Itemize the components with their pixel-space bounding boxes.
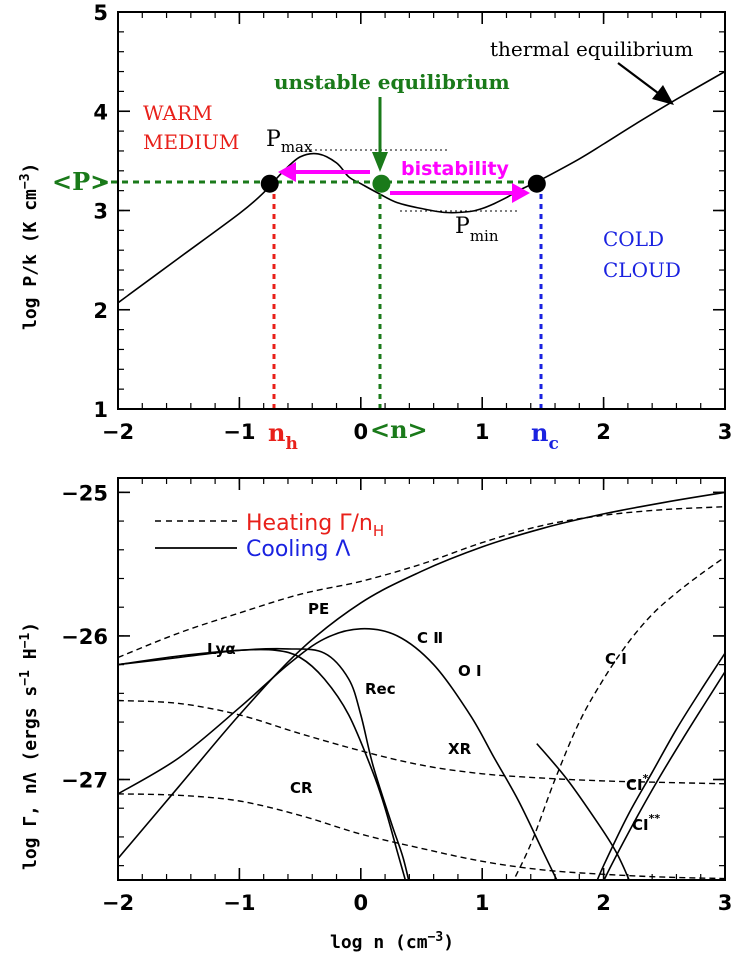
top-x-tick-label: −1 xyxy=(223,420,255,444)
bottom-x-tick-label: 0 xyxy=(353,891,368,915)
curve-ci- xyxy=(603,671,725,880)
top-panel: −2 −1 0 1 2 3 1 2 3 4 5 log P/k (K cm−3) xyxy=(18,1,732,454)
bottom-panel: −2 −1 0 1 2 3 −27 −26 −25 log Γ, nΛ (ergs s−1 H−… xyxy=(18,477,732,953)
bottom-axis-ticks: −2 −1 0 1 2 3 −27 −26 −25 xyxy=(61,478,732,915)
nc-label: nc xyxy=(531,418,559,454)
unstable-equilibrium-label: unstable equilibrium xyxy=(274,70,510,94)
bottom-x-tick-label: 2 xyxy=(596,891,611,915)
top-x-tick-label: 2 xyxy=(596,420,611,444)
top-x-tick-label: 3 xyxy=(718,420,733,444)
equilibrium-point-0 xyxy=(260,174,279,193)
lya-curve-label: Lyα xyxy=(207,640,236,658)
legend-heating-label: Heating Γ/nH xyxy=(246,511,384,540)
bottom-curves xyxy=(118,491,725,880)
bottom-x-tick-label: 1 xyxy=(475,891,490,915)
curve-o-i xyxy=(118,627,558,880)
bottom-y-tick-label: −25 xyxy=(61,481,108,505)
mean-pressure-label: <P> xyxy=(52,167,110,196)
legend: Heating Γ/nH Cooling Λ xyxy=(155,511,384,562)
bistability-label: bistability xyxy=(401,158,510,180)
top-axis-ticks: −2 −1 0 1 2 3 1 2 3 4 5 xyxy=(93,1,732,444)
top-y-tick-label: 4 xyxy=(93,100,108,124)
thermal-equilibrium-label: thermal equilibrium xyxy=(490,37,693,61)
bistability-right-arrow xyxy=(390,183,530,203)
rec-curve-label: Rec xyxy=(365,680,396,698)
warm-medium-label-line2: MEDIUM xyxy=(143,130,239,154)
bottom-x-axis-label: log n (cm−3) xyxy=(330,930,454,953)
cii-curve-label: C Ⅱ xyxy=(417,629,443,647)
pmax-label: Pmax xyxy=(266,127,313,156)
legend-cooling-label: Cooling Λ xyxy=(246,537,350,562)
mean-n-label: <n> xyxy=(370,415,428,444)
top-x-tick-label: 1 xyxy=(475,420,490,444)
equilibrium-point-2 xyxy=(527,174,546,193)
bottom-x-tick-label: −2 xyxy=(102,891,134,915)
cr-curve-label: CR xyxy=(290,779,313,797)
curve-c-ii xyxy=(118,491,725,860)
ci-star-curve-label: CI* xyxy=(626,772,649,794)
nh-label: nh xyxy=(268,418,298,454)
unstable-equilibrium-arrow xyxy=(372,97,388,172)
curve-rec xyxy=(118,647,410,880)
bottom-x-tick-label: 3 xyxy=(718,891,733,915)
warm-medium-label-line1: WARM xyxy=(143,101,213,125)
top-x-tick-label: 0 xyxy=(353,420,368,444)
curve-pe xyxy=(118,506,725,659)
pe-curve-label: PE xyxy=(308,600,329,618)
top-y-tick-label: 3 xyxy=(93,200,108,224)
ci-curve-label: C I xyxy=(605,650,627,668)
pmin-label: Pmin xyxy=(455,214,499,245)
bottom-y-tick-label: −26 xyxy=(61,625,108,649)
cold-cloud-label-line1: COLD xyxy=(603,227,664,251)
bottom-plot-frame xyxy=(117,477,726,881)
equilibrium-points xyxy=(260,174,546,193)
equilibrium-point-1 xyxy=(372,174,391,193)
top-y-tick-label: 2 xyxy=(93,299,108,323)
curve-cr xyxy=(118,793,725,880)
curve-xr xyxy=(118,699,725,785)
top-y-tick-label: 1 xyxy=(93,398,108,422)
cold-cloud-label-line2: CLOUD xyxy=(603,258,681,282)
bottom-y-axis-label: log Γ, nΛ (ergs s−1 H−1) xyxy=(18,622,41,870)
curve-steep xyxy=(536,743,630,880)
bistability-left-arrow xyxy=(278,162,370,182)
ci-doublestar-curve-label: CI** xyxy=(632,812,660,834)
top-y-axis-label: log P/k (K cm−3) xyxy=(18,163,41,330)
top-x-tick-label: −2 xyxy=(102,420,134,444)
curve-ci- xyxy=(596,652,725,880)
thermal-equilibrium-arrow xyxy=(617,62,674,105)
top-y-tick-label: 5 xyxy=(93,1,108,25)
bottom-x-tick-label: −1 xyxy=(223,891,255,915)
xr-curve-label: XR xyxy=(448,740,472,758)
curve-c-i xyxy=(512,556,725,880)
oi-curve-label: O I xyxy=(458,662,482,680)
bottom-y-tick-label: −27 xyxy=(61,769,108,793)
